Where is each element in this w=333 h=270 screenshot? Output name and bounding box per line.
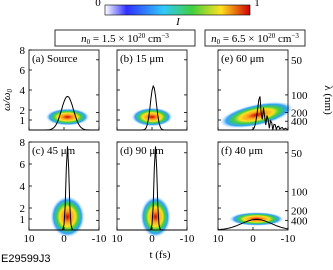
- y-tick-label: 4: [20, 85, 26, 97]
- y2-label: λ (nm): [322, 85, 333, 115]
- y2-tick-label: 400: [291, 116, 308, 128]
- x-tick-label: -10: [180, 233, 195, 245]
- x-tick-label: -10: [92, 233, 107, 245]
- panel: (b) 15 μm: [116, 49, 188, 131]
- y2-tick-label: 200: [291, 107, 308, 119]
- x-tick-label: -10: [281, 233, 296, 245]
- panel-label: (b) 15 μm: [120, 53, 164, 65]
- x-tick-label: 10: [213, 233, 225, 245]
- y2-tick-label: 100: [291, 186, 308, 198]
- spectrogram: [131, 107, 173, 127]
- x-tick-label: 10: [112, 233, 124, 245]
- figure-id: E29599J3: [1, 253, 51, 265]
- panel-label: (f) 40 μm: [221, 145, 263, 157]
- x-tick-label: 0: [250, 233, 256, 245]
- x-label: t (fs): [149, 249, 170, 261]
- x-tick-label: 0: [149, 233, 155, 245]
- y2-tick-label: 100: [291, 90, 308, 102]
- y-tick-label: 2: [20, 203, 26, 215]
- y-tick-label: 6: [20, 65, 26, 77]
- y2-tick-label: 50: [291, 55, 303, 67]
- x-tick-label: 10: [24, 233, 36, 245]
- header-box: [54, 29, 196, 47]
- y2-tick-label: 200: [291, 206, 308, 218]
- panel: (a) Source 12 4 6 8: [20, 45, 100, 131]
- panel: (d) 90 μm 10 0 -10: [112, 141, 195, 245]
- panel-label: (a) Source: [32, 53, 78, 65]
- pulse-profile: [117, 146, 187, 231]
- y-tick-label: 6: [20, 159, 26, 171]
- pulse-profile: [29, 146, 99, 231]
- y-tick-label: 1: [20, 214, 26, 226]
- y-tick-label: 8: [20, 137, 26, 149]
- header: n0 = 6.5 × 1020 cm−3: [211, 32, 299, 46]
- y-tick-label: 1: [20, 115, 26, 127]
- colorbar-tick: 0: [95, 0, 101, 9]
- spectrogram: [45, 108, 90, 126]
- y-tick-label: 2: [20, 105, 26, 117]
- pulse-profile: [218, 218, 289, 231]
- spectrogram: [140, 195, 171, 238]
- header-box: [204, 29, 306, 47]
- panel-label: (c) 45 μm: [32, 145, 76, 157]
- y-tick-label: 8: [20, 45, 26, 57]
- panel-label: (e) 60 μm: [221, 53, 265, 65]
- x-tick-label: 0: [61, 233, 67, 245]
- y-label: ω/ω0: [1, 88, 14, 111]
- y2-tick-label: 50: [291, 148, 303, 160]
- spectrogram: [50, 195, 85, 238]
- panel-label: (d) 90 μm: [120, 145, 164, 157]
- y2-tick-label: 400: [291, 215, 308, 227]
- header: n0 = 1.5 × 1020 cm−3: [81, 32, 169, 46]
- colorbar: [104, 4, 251, 16]
- colorbar-label: I: [175, 16, 181, 28]
- colorbar-tick: 1: [254, 0, 260, 9]
- panel: (c) 45 μm 12 4 6 8 10 0 -10: [20, 137, 107, 245]
- y-tick-label: 4: [20, 181, 26, 193]
